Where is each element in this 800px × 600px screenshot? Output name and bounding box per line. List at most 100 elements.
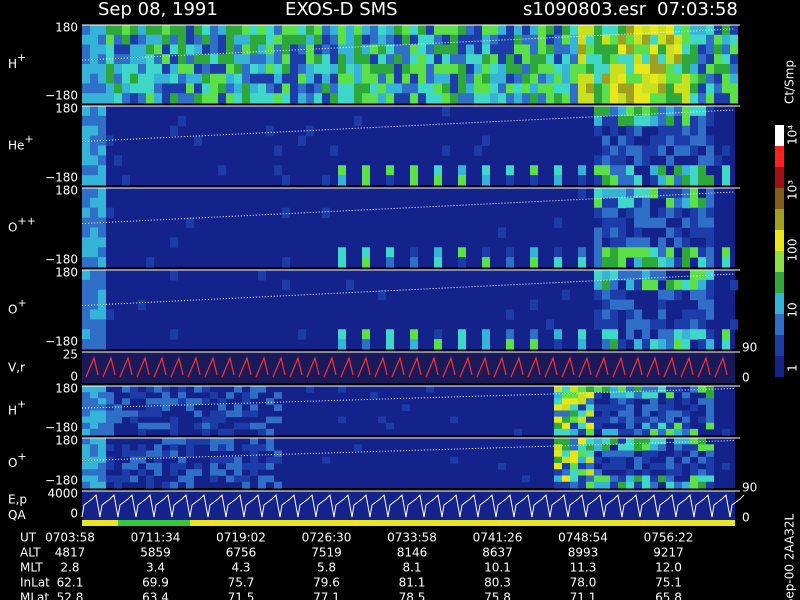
spectrogram-cell: [618, 25, 626, 36]
spectrogram-cell: [634, 456, 642, 464]
spectrogram-cell: [714, 73, 722, 84]
spectrogram-cell: [690, 83, 698, 94]
spectrogram-cell: [314, 25, 322, 36]
spectrogram-cell: [250, 469, 258, 476]
spectrogram-cell: [562, 73, 570, 84]
spectrogram-cell: [506, 44, 514, 55]
spectrogram-cell: [346, 25, 354, 36]
spectrogram-cell: [570, 444, 578, 451]
spectrogram-cell: [634, 339, 642, 350]
spectrogram-cell: [258, 83, 266, 94]
spectrogram-cell: [626, 34, 634, 45]
cell: 62.1: [57, 576, 84, 590]
spectrogram-cell: [682, 398, 690, 405]
spectrogram-cell: [450, 456, 458, 464]
spectrogram-cell: [234, 422, 242, 430]
spectrogram-cell: [682, 165, 690, 176]
spectrogram-cell: [690, 475, 698, 483]
spectrogram-cell: [618, 392, 626, 399]
spectrogram-cell: [82, 257, 90, 268]
spectrogram-cell: [402, 83, 410, 94]
spectrogram-cell: [410, 165, 418, 176]
spectrogram-cell: [650, 106, 658, 117]
spectrogram-cell: [634, 438, 642, 445]
spectrogram-cell: [714, 83, 722, 94]
spectrogram-cell: [554, 386, 562, 393]
spectrogram-cell: [618, 197, 626, 209]
spectrogram-cell: [570, 54, 578, 65]
spectrogram-cell: [90, 237, 98, 248]
spectrogram-cell: [642, 34, 650, 45]
spectrogram-cell: [674, 135, 682, 146]
spectrogram-cell: [578, 34, 586, 45]
spectrogram-cell: [594, 155, 602, 166]
spectrogram-cell: [634, 247, 642, 258]
spectrogram-cell: [250, 25, 258, 36]
spectrogram-cell: [170, 93, 178, 104]
spectrogram-cell: [218, 444, 226, 451]
spectrogram-cell: [618, 339, 626, 350]
spectrogram-cell: [250, 422, 258, 430]
spectrogram-cell: [354, 34, 362, 45]
spectrogram-cell: [650, 64, 658, 75]
spectrogram-cell: [490, 64, 498, 75]
spectrogram-cell: [602, 481, 610, 489]
spectrogram-cell: [594, 227, 602, 238]
spectrogram-cell: [610, 475, 618, 483]
spectrogram-cell: [178, 34, 186, 45]
spectrogram-cell: [602, 416, 610, 424]
spectrogram-cell: [82, 207, 90, 219]
spectrogram-cell: [114, 54, 122, 65]
spectrogram-cell: [578, 329, 586, 340]
spectrogram-cell: [506, 73, 514, 84]
spectrogram-cell: [482, 175, 490, 186]
spectrogram-cell: [674, 227, 682, 238]
spectrogram-cell: [202, 64, 210, 75]
spectrogram-cell: [218, 34, 226, 45]
spectrogram-cell: [570, 392, 578, 399]
spectrogram-cell: [682, 106, 690, 117]
spectrogram-cell: [338, 386, 346, 393]
spectrogram-cell: [90, 25, 98, 36]
spectrogram-cell: [146, 475, 154, 483]
spectrogram-cell: [258, 44, 266, 55]
spectrogram-cell: [418, 93, 426, 104]
spectrogram-cell: [618, 73, 626, 84]
spectrogram-cell: [298, 135, 306, 146]
spectrogram-cell: [98, 257, 106, 268]
spectrogram-cell: [130, 83, 138, 94]
spectrogram-cell: [706, 416, 714, 424]
spectrogram-cell: [138, 44, 146, 55]
spectrogram-cell: [650, 404, 658, 411]
spectrogram-cell: [642, 481, 650, 489]
spectrogram-cell: [482, 83, 490, 94]
spectrogram-cell: [594, 106, 602, 117]
label-sup: +: [17, 297, 26, 310]
spectrogram-cell: [338, 73, 346, 84]
spectrogram-cell: [178, 83, 186, 94]
spectrogram-cell: [434, 25, 442, 36]
spectrogram-cell: [450, 73, 458, 84]
spectrogram-cell: [730, 73, 738, 84]
spectrogram-cell: [322, 93, 330, 104]
spectrogram-cell: [98, 135, 106, 146]
spectrogram-cell: [698, 279, 706, 291]
label-text: V,r: [8, 360, 25, 374]
spectrogram-cell: [594, 188, 602, 199]
spectrogram-cell: [498, 44, 506, 55]
spectrogram-cell: [642, 444, 650, 451]
spectrogram-cell: [618, 299, 626, 310]
spectrogram-cell: [266, 64, 274, 75]
spectrogram-cell: [618, 450, 626, 458]
spectrogram-cell: [562, 44, 570, 55]
spectrogram-cell: [634, 481, 642, 489]
spectrogram-cell: [362, 247, 370, 258]
cell: 80.3: [484, 576, 511, 590]
spectrogram-cell: [154, 34, 162, 45]
spectrogram-cell: [634, 386, 642, 393]
spectrogram-cell: [690, 227, 698, 238]
spectrogram-cell: [346, 54, 354, 65]
spectrogram-cell: [610, 145, 618, 156]
spectrogram-cell: [642, 207, 650, 219]
spectrogram-cell: [626, 398, 634, 405]
